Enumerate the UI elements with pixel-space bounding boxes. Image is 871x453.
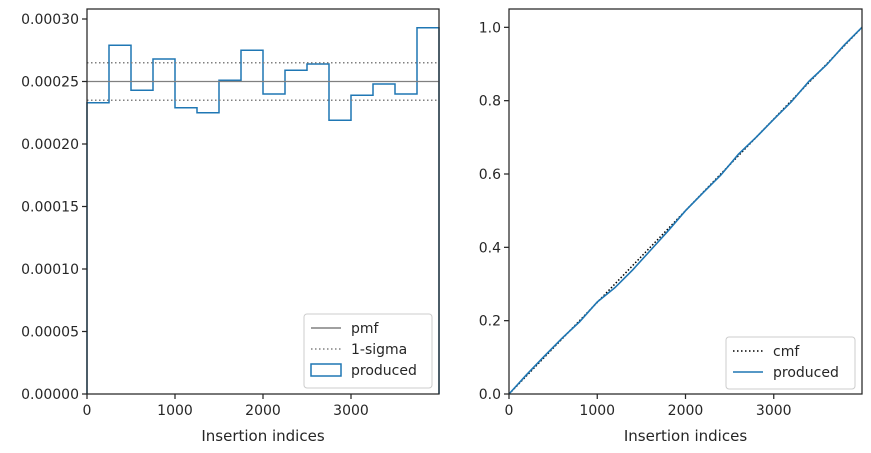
left-legend-label-produced: produced — [351, 363, 417, 379]
left-xtick-label: 3000 — [333, 403, 369, 419]
left-xtick-label: 2000 — [245, 403, 281, 419]
left-legend-box — [303, 313, 433, 389]
right-xtick-label: 2000 — [668, 403, 704, 419]
right-ytick-label: 1.0 — [479, 20, 501, 36]
right-axes-frame — [508, 8, 863, 395]
right-legend-label-cmf: cmf — [773, 344, 800, 360]
right-ytick-label: 0.6 — [479, 167, 501, 183]
left-ytick-label: 0.00025 — [21, 75, 79, 91]
left-ytick-label: 0.00000 — [21, 387, 79, 403]
histogram-chart: 0 1000 2000 3000 0.00000 0.00005 0.00010 0.0001… — [21, 8, 440, 445]
left-ytick-label: 0.00020 — [21, 137, 79, 153]
right-ytick-label: 0.2 — [479, 314, 501, 330]
left-ytick-label: 0.00005 — [21, 325, 79, 341]
right-xtick-label: 0 — [505, 403, 514, 419]
right-ytick-label: 0.4 — [479, 240, 501, 256]
left-xaxis-label: Insertion indices — [201, 427, 324, 445]
right-legend-label-produced: produced — [773, 365, 839, 381]
left-legend-handle-produced — [310, 363, 342, 377]
right-xtick-label: 3000 — [756, 403, 792, 419]
right-ytick-label: 0.8 — [479, 94, 501, 110]
right-ytick-label: 0.0 — [479, 387, 501, 403]
right-legend-box — [725, 336, 856, 390]
left-xtick-label: 0 — [83, 403, 92, 419]
right-xaxis-label: Insertion indices — [624, 427, 747, 445]
left-legend: pmf 1-sigma produced — [303, 313, 433, 389]
cumulative-chart: 0 1000 2000 3000 0.0 0.2 0.4 0.6 0.8 1.0 Insertion… — [479, 8, 863, 445]
left-xtick-label: 1000 — [157, 403, 193, 419]
right-legend: cmf produced — [725, 336, 856, 390]
left-ytick-label: 0.00010 — [21, 262, 79, 278]
left-legend-label-1-sigma: 1-sigma — [351, 342, 407, 358]
right-xtick-label: 1000 — [579, 403, 615, 419]
right-series-produced-line — [508, 26, 863, 395]
left-ytick-label: 0.00015 — [21, 200, 79, 216]
left-legend-label-pmf: pmf — [351, 321, 380, 337]
left-series-produced-step — [86, 27, 440, 394]
left-ytick-label: 0.00030 — [21, 12, 79, 28]
